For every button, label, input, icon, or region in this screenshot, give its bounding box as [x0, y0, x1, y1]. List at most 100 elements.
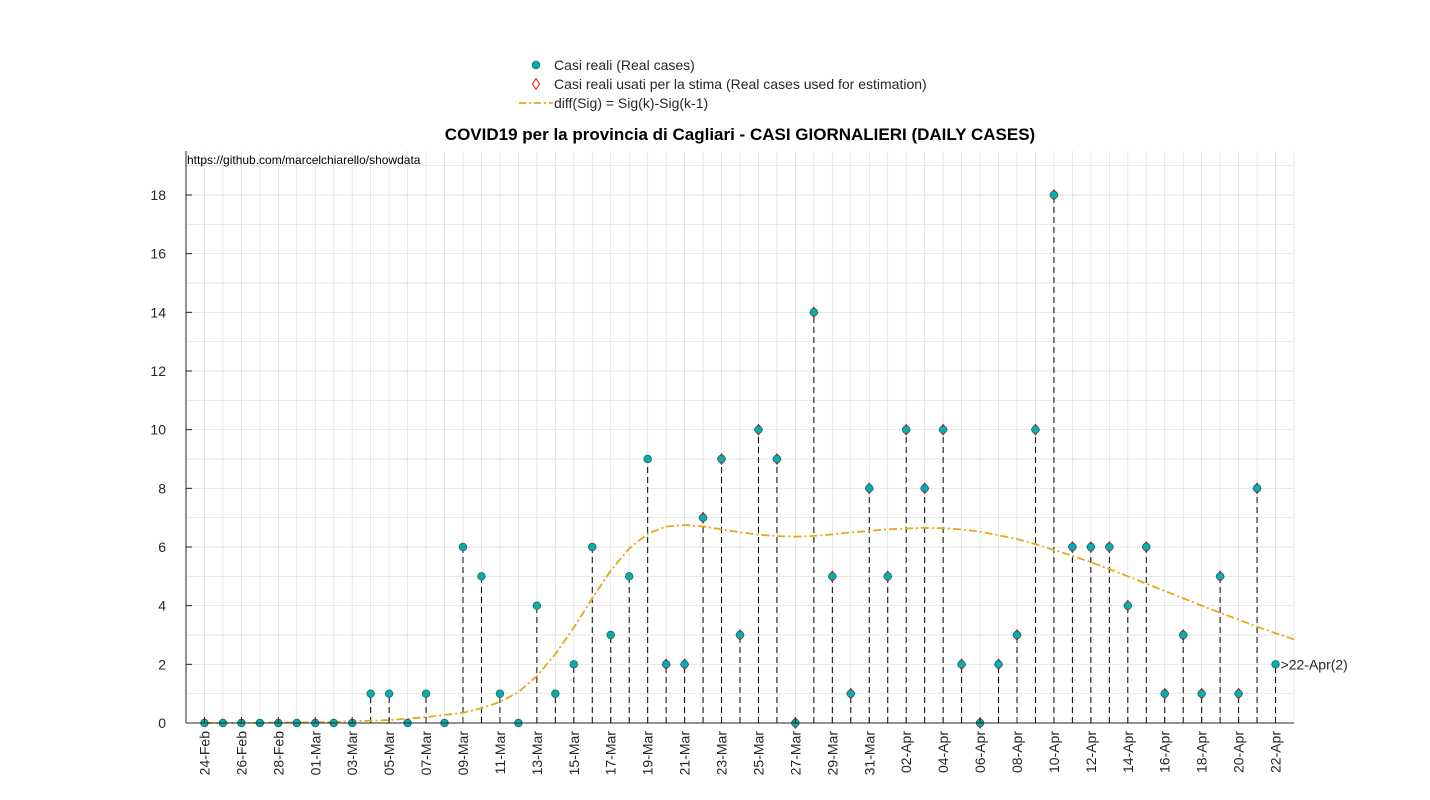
real-case-point — [1160, 689, 1169, 698]
real-case-point — [1252, 484, 1262, 493]
real-case-point — [643, 454, 652, 464]
markers — [200, 188, 1280, 730]
legend: Casi reali (Real cases) Casi reali usati… — [519, 57, 927, 111]
legend-marker-estimation — [531, 77, 541, 91]
x-tick-label: 14-Apr — [1120, 731, 1136, 773]
x-tick-label: 04-Apr — [935, 731, 951, 773]
real-case-point — [754, 425, 763, 434]
x-tick-label: 07-Mar — [418, 731, 434, 776]
y-tick-label: 10 — [150, 422, 166, 438]
x-tick-label: 08-Apr — [1009, 731, 1025, 773]
x-tick-label: 22-Apr — [1268, 731, 1284, 773]
legend-marker-real — [531, 60, 541, 70]
x-tick-label: 25-Mar — [750, 731, 766, 776]
axes — [185, 151, 1294, 724]
source-note: https://github.com/marcelchiarello/showd… — [187, 153, 421, 167]
x-tick-label: 10-Apr — [1046, 731, 1062, 773]
tick-labels: 0 2 4 6 8 10 12 14 16 18 24-Feb 26-Feb 28-Feb 01-Mar 0… — [150, 187, 1283, 775]
y-tick-label: 6 — [158, 539, 166, 555]
real-case-point — [846, 689, 855, 698]
real-case-point — [957, 660, 966, 669]
real-case-point — [1012, 630, 1022, 640]
real-case-point — [1068, 542, 1077, 552]
y-tick-label: 12 — [150, 363, 166, 379]
x-tick-label: 20-Apr — [1231, 731, 1247, 773]
x-tick-label: 06-Apr — [972, 731, 988, 773]
real-case-point — [883, 572, 892, 581]
x-tick-label: 19-Mar — [640, 731, 656, 776]
y-tick-label: 8 — [158, 480, 166, 496]
real-case-point — [1086, 542, 1096, 552]
x-tick-label: 15-Mar — [566, 731, 582, 776]
real-case-point — [1123, 601, 1132, 610]
x-tick-label: 11-Mar — [492, 731, 508, 775]
legend-label-estimation: Casi reali usati per la stima (Real case… — [554, 76, 927, 92]
x-tick-label: 23-Mar — [714, 731, 730, 776]
annotation-label: >22-Apr(2) — [1281, 656, 1348, 672]
x-tick-label: 16-Apr — [1157, 731, 1173, 773]
fit-curve — [204, 524, 1295, 724]
real-case-point — [551, 689, 560, 698]
real-case-point — [1271, 660, 1280, 669]
x-tick-label: 03-Mar — [344, 731, 360, 776]
real-case-point — [1049, 190, 1059, 200]
x-tick-label: 31-Mar — [861, 731, 877, 776]
fit-curve-layer — [204, 524, 1295, 724]
real-case-point — [865, 484, 874, 493]
y-tick-label: 4 — [158, 598, 166, 614]
real-case-point — [477, 572, 486, 581]
real-case-point — [1105, 542, 1114, 552]
real-case-point — [1197, 689, 1206, 698]
y-tick-label: 2 — [158, 656, 166, 672]
real-case-point — [625, 572, 634, 581]
legend-label-real: Casi reali (Real cases) — [554, 57, 695, 73]
chart-title: COVID19 per la provincia di Cagliari - C… — [445, 125, 1035, 144]
real-case-point — [680, 660, 689, 669]
y-tick-label: 0 — [158, 715, 166, 731]
real-case-point — [606, 630, 615, 640]
x-tick-label: 24-Feb — [196, 731, 212, 776]
real-case-point — [809, 308, 819, 317]
y-tick-label: 16 — [150, 246, 166, 262]
real-case-point — [920, 484, 929, 493]
x-tick-label: 27-Mar — [787, 731, 803, 776]
real-case-point — [1215, 572, 1225, 581]
real-case-point — [828, 572, 837, 581]
real-case-point — [772, 454, 782, 464]
x-tick-label: 28-Feb — [270, 731, 286, 776]
x-tick-label: 12-Apr — [1083, 731, 1099, 773]
real-case-point — [588, 542, 597, 552]
real-case-point — [1142, 542, 1151, 552]
x-tick-label: 01-Mar — [307, 731, 323, 776]
real-case-point — [495, 689, 505, 698]
x-tick-label: 05-Mar — [381, 731, 397, 776]
legend-label-fit: diff(Sig) = Sig(k)-Sig(k-1) — [554, 95, 708, 111]
x-tick-label: 18-Apr — [1194, 731, 1210, 773]
y-tick-label: 14 — [150, 304, 166, 320]
x-tick-label: 26-Feb — [233, 731, 249, 776]
real-case-point — [735, 630, 745, 640]
real-case-point — [994, 660, 1003, 669]
x-tick-label: 13-Mar — [529, 731, 545, 776]
real-case-point — [384, 689, 394, 698]
real-case-point — [458, 542, 468, 552]
x-tick-label: 09-Mar — [455, 731, 471, 776]
real-case-point — [1234, 689, 1243, 698]
real-case-point — [569, 660, 578, 669]
real-case-point — [698, 513, 708, 522]
real-case-point — [366, 689, 375, 698]
x-tick-label: 17-Mar — [603, 731, 619, 776]
real-case-point — [902, 425, 911, 434]
real-case-point — [532, 601, 542, 610]
real-case-point — [1178, 630, 1188, 640]
x-tick-label: 02-Apr — [898, 731, 914, 773]
x-tick-label: 29-Mar — [824, 731, 840, 776]
real-case-point — [938, 425, 948, 434]
real-case-point — [421, 689, 431, 698]
real-case-point — [1031, 425, 1040, 434]
x-tick-label: 21-Mar — [677, 731, 693, 776]
real-case-point — [717, 454, 726, 464]
real-case-point — [661, 660, 671, 669]
y-tick-label: 18 — [150, 187, 166, 203]
